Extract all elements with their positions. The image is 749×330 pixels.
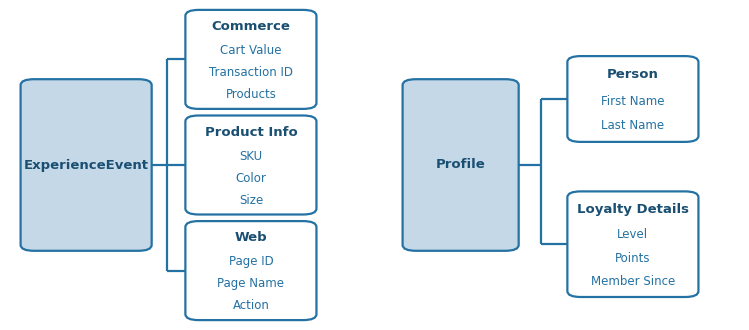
- FancyBboxPatch shape: [403, 79, 518, 251]
- Text: ExperienceEvent: ExperienceEvent: [24, 158, 148, 172]
- Text: Level: Level: [617, 228, 649, 241]
- Text: Cart Value: Cart Value: [220, 44, 282, 57]
- Text: Web: Web: [234, 231, 267, 244]
- FancyBboxPatch shape: [186, 221, 316, 320]
- Text: Profile: Profile: [436, 158, 485, 172]
- Text: Loyalty Details: Loyalty Details: [577, 203, 689, 215]
- Text: Points: Points: [615, 252, 651, 265]
- Text: Member Since: Member Since: [591, 275, 675, 288]
- Text: Products: Products: [225, 88, 276, 101]
- FancyBboxPatch shape: [568, 191, 698, 297]
- FancyBboxPatch shape: [568, 56, 698, 142]
- Text: SKU: SKU: [240, 150, 262, 163]
- Text: First Name: First Name: [601, 95, 664, 108]
- Text: Action: Action: [232, 299, 270, 312]
- Text: Product Info: Product Info: [204, 125, 297, 139]
- FancyBboxPatch shape: [186, 115, 316, 214]
- FancyBboxPatch shape: [21, 79, 151, 251]
- FancyBboxPatch shape: [186, 10, 316, 109]
- Text: Color: Color: [235, 172, 267, 185]
- Text: Size: Size: [239, 194, 263, 207]
- Text: Last Name: Last Name: [601, 119, 664, 132]
- Text: Page ID: Page ID: [228, 255, 273, 268]
- Text: Page Name: Page Name: [217, 277, 285, 290]
- Text: Person: Person: [607, 68, 659, 81]
- Text: Commerce: Commerce: [211, 20, 291, 33]
- Text: Transaction ID: Transaction ID: [209, 66, 293, 79]
